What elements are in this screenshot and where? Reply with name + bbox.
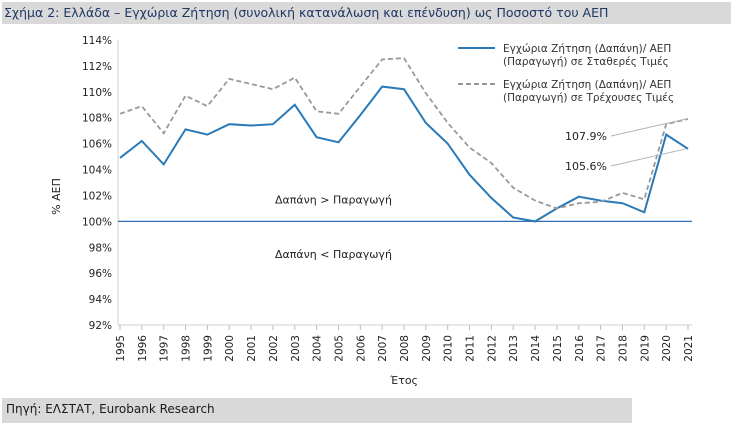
region-annotation: Δαπάνη < Παραγωγή [275, 248, 392, 261]
x-tick-label: 2005 [333, 335, 345, 362]
y-tick-label: 92% [89, 320, 112, 332]
x-tick-label: 2002 [268, 335, 280, 362]
y-tick-label: 108% [82, 113, 112, 125]
series-line-1 [119, 85, 689, 223]
y-tick-label: 110% [82, 87, 112, 99]
legend-label-2: (Παραγωγή) σε Τρέχουσες Τιμές [503, 92, 674, 104]
y-tick-label: 112% [82, 61, 112, 73]
y-tick-label: 104% [82, 165, 112, 177]
x-tick-label: 2015 [552, 335, 564, 362]
x-tick-label: 2010 [443, 335, 455, 362]
series-line-2 [119, 57, 689, 210]
y-tick-label: 98% [89, 242, 112, 254]
y-tick-label: 100% [82, 216, 112, 228]
chart-title: Σχήμα 2: Ελλάδα – Εγχώρια Ζήτηση (συνολι… [2, 2, 731, 24]
x-tick-label: 1997 [159, 335, 171, 362]
y-tick-label: 114% [82, 35, 112, 47]
annotations: Δαπάνη > Παραγωγή Δαπάνη < Παραγωγή 107.9%… [275, 118, 687, 261]
value-label-leader [610, 148, 687, 167]
x-tick-label: 2021 [683, 335, 695, 362]
chart-panel: 92% 94% 96% 98% 100% 102% 104% 106% 108% 110% 112%… [40, 24, 720, 396]
x-tick-label: 2020 [661, 335, 673, 362]
x-tick-label: 2019 [639, 335, 651, 362]
x-tick-label: 1996 [137, 335, 149, 362]
x-tick-label: 2009 [421, 335, 433, 362]
x-tick-label: 2006 [355, 335, 367, 362]
x-tick-label: 2014 [530, 335, 542, 362]
x-tick-label: 2013 [508, 335, 520, 362]
axes: 92% 94% 96% 98% 100% 102% 104% 106% 108% 110% 112%… [82, 35, 695, 362]
x-axis-label: Έτος [389, 374, 418, 387]
legend: Εγχώρια Ζήτηση (Δαπάνη)/ ΑΕΠ(Παραγωγή) σ… [458, 43, 674, 104]
legend-label-1: Εγχώρια Ζήτηση (Δαπάνη)/ ΑΕΠ [503, 43, 671, 55]
region-annotation: Δαπάνη > Παραγωγή [275, 193, 392, 206]
series-layer [119, 57, 689, 223]
value-label: 107.9% [565, 130, 607, 143]
value-label-leader [610, 118, 687, 137]
x-tick-label: 2008 [399, 335, 411, 362]
x-tick-label: 2007 [377, 335, 389, 362]
x-tick-label: 2012 [486, 335, 498, 362]
x-tick-label: 2016 [574, 335, 586, 362]
x-tick-label: 2001 [246, 335, 258, 362]
line-chart: 92% 94% 96% 98% 100% 102% 104% 106% 108% 110% 112%… [50, 35, 695, 387]
x-tick-label: 2004 [312, 335, 324, 362]
source-note: Πηγή: ΕΛΣΤΑΤ, Eurobank Research [2, 398, 636, 423]
x-tick-label: 1999 [202, 335, 214, 362]
x-tick-label: 1998 [181, 335, 193, 362]
legend-label-2: Εγχώρια Ζήτηση (Δαπάνη)/ ΑΕΠ [503, 79, 671, 91]
y-axis-label: % ΑΕΠ [50, 178, 63, 215]
value-label: 105.6% [565, 160, 607, 173]
x-tick-label: 1995 [115, 335, 127, 362]
y-tick-label: 96% [89, 268, 112, 280]
x-tick-label: 2011 [465, 335, 477, 362]
x-tick-label: 2018 [617, 335, 629, 362]
x-tick-label: 2000 [224, 335, 236, 362]
y-tick-label: 106% [82, 139, 112, 151]
y-tick-label: 102% [82, 190, 112, 202]
legend-label-1: (Παραγωγή) σε Σταθερές Τιμές [503, 56, 669, 68]
y-tick-label: 94% [89, 294, 112, 306]
x-tick-label: 2003 [290, 335, 302, 362]
footer-spacer [632, 398, 731, 423]
x-tick-label: 2017 [596, 335, 608, 362]
